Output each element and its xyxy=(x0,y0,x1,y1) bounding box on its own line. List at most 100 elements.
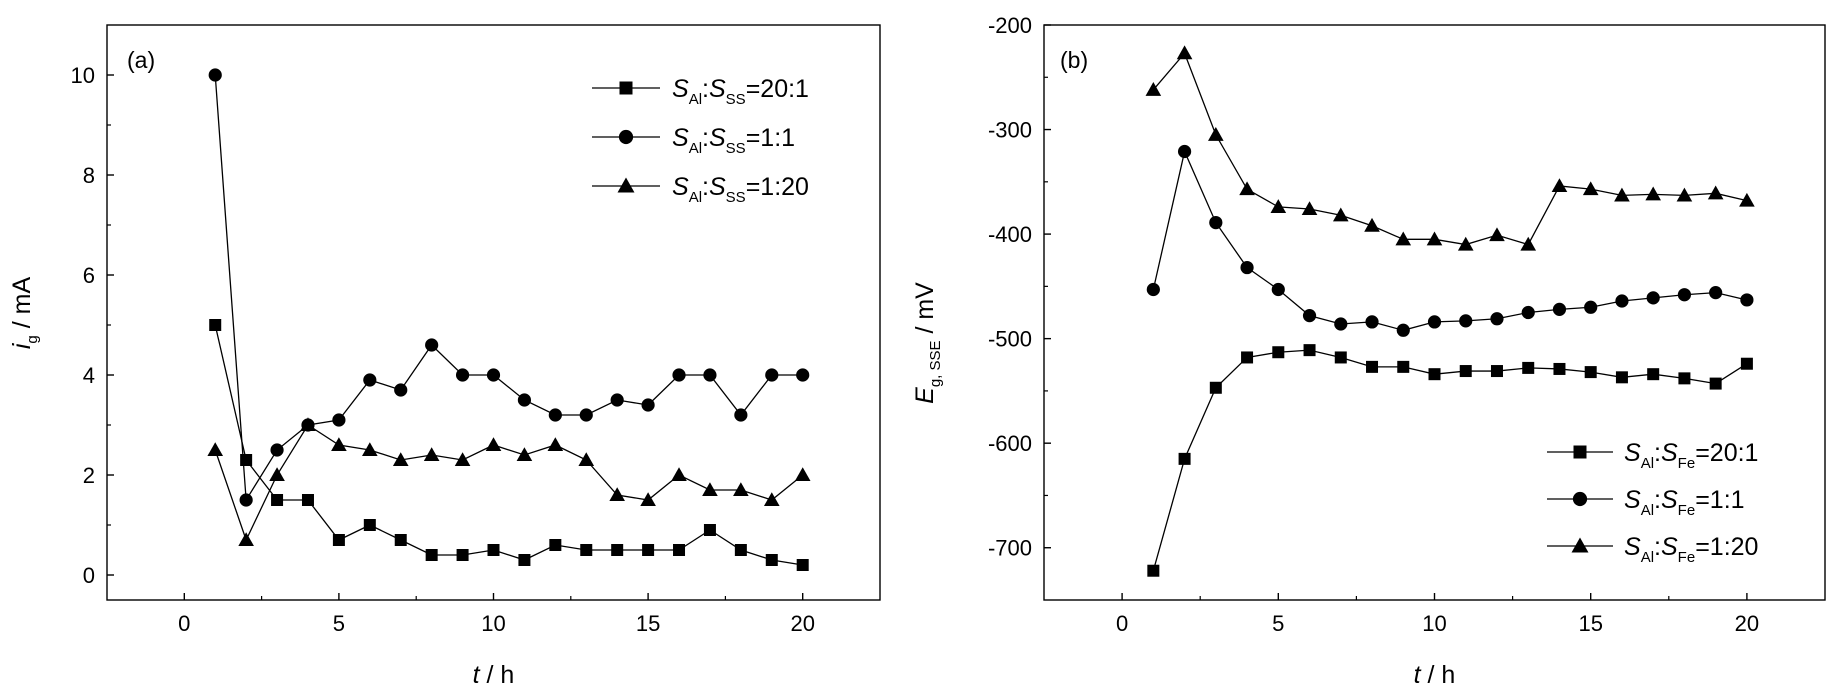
data-point-square xyxy=(1241,351,1254,364)
data-point-square xyxy=(301,494,314,506)
y-tick-label: 8 xyxy=(83,163,95,188)
data-point-circle xyxy=(1271,282,1285,297)
data-point-circle xyxy=(394,383,408,397)
data-point-square xyxy=(456,549,469,561)
legend-var-a: S xyxy=(672,75,689,103)
series-triangle xyxy=(1145,45,1755,251)
x-axis-label: t / h xyxy=(473,661,515,688)
x-tick-label: 0 xyxy=(1116,611,1128,636)
legend-sub-b: SS xyxy=(726,189,746,206)
legend-var-a: S xyxy=(1624,533,1641,561)
legend-var-b: S xyxy=(1661,439,1678,467)
data-point-triangle xyxy=(1614,187,1630,202)
series-square xyxy=(1147,344,1753,577)
legend-sub-b: SS xyxy=(726,91,746,108)
data-point-square xyxy=(487,544,500,556)
data-point-square xyxy=(1490,365,1503,378)
data-point-square xyxy=(518,554,531,566)
data-point-triangle xyxy=(207,442,224,457)
data-point-square xyxy=(332,534,345,546)
data-point-square xyxy=(1459,365,1472,378)
data-point-circle xyxy=(1646,291,1660,305)
data-point-triangle xyxy=(609,487,625,502)
y-axis-label-var: E xyxy=(911,387,939,404)
data-point-circle xyxy=(363,373,377,387)
data-point-circle xyxy=(1177,144,1192,159)
data-point-triangle xyxy=(1676,187,1693,202)
data-point-square xyxy=(363,519,376,531)
legend-sep: : xyxy=(702,124,709,152)
data-point-square xyxy=(1147,564,1160,577)
data-point-square xyxy=(209,319,222,331)
data-point-square xyxy=(611,544,624,556)
data-point-triangle xyxy=(1707,185,1724,200)
legend-sep: : xyxy=(1654,486,1661,514)
y-tick-label: -500 xyxy=(988,327,1032,352)
y-axis-label-unit: / mV xyxy=(911,282,939,341)
y-tick-label: -400 xyxy=(988,222,1032,247)
data-point-square xyxy=(1428,368,1441,381)
data-point-square xyxy=(1740,357,1753,370)
data-point-triangle xyxy=(671,467,687,482)
y-axis-label: Eg, SSE / mV xyxy=(911,282,944,404)
data-point-triangle xyxy=(300,417,316,432)
data-point-circle xyxy=(1677,288,1692,302)
y-axis-label-var: i xyxy=(8,342,36,349)
data-point-circle xyxy=(734,408,748,422)
data-point-circle xyxy=(1396,323,1410,337)
data-point-circle xyxy=(641,398,655,412)
legend-sub-b: SS xyxy=(726,140,746,157)
data-point-triangle xyxy=(1208,126,1224,141)
data-point-circle xyxy=(1490,312,1504,326)
y-tick-label: 4 xyxy=(83,363,95,388)
data-point-triangle xyxy=(1145,82,1162,96)
legend-sub-a: Al xyxy=(1641,455,1654,472)
data-point-triangle xyxy=(1457,236,1474,251)
data-point-triangle xyxy=(1176,45,1193,60)
legend-entry: SAl:SSS=20:1 xyxy=(672,75,809,108)
data-point-triangle xyxy=(1301,201,1318,216)
data-point-circle xyxy=(486,368,501,382)
data-point-circle xyxy=(610,393,624,407)
legend-sub-a: Al xyxy=(1641,549,1654,566)
plot-frame xyxy=(106,24,881,601)
data-point-triangle xyxy=(238,532,254,547)
legend-ratio: =1:20 xyxy=(746,173,809,201)
legend-var-a: S xyxy=(672,124,689,152)
data-point-square xyxy=(1366,360,1379,373)
x-tick-label: 0 xyxy=(178,611,190,636)
data-point-circle xyxy=(1584,300,1598,314)
data-point-circle xyxy=(1240,260,1254,275)
data-point-square xyxy=(1397,360,1410,373)
data-point-triangle xyxy=(547,437,564,452)
data-point-circle xyxy=(579,408,593,422)
y-tick-label: 6 xyxy=(83,263,95,288)
legend-var-a: S xyxy=(672,173,689,201)
data-point-triangle xyxy=(733,482,749,497)
x-tick-label: 15 xyxy=(1578,611,1602,636)
data-point-square xyxy=(240,454,253,466)
data-point-triangle xyxy=(1270,199,1287,213)
legend-entry: SAl:SFe=1:1 xyxy=(1624,486,1745,519)
legend-sep: : xyxy=(1654,533,1661,561)
data-point-circle xyxy=(1146,282,1160,297)
data-point-triangle xyxy=(794,467,811,482)
data-point-square xyxy=(271,494,284,506)
x-tick-label: 10 xyxy=(1422,611,1446,636)
y-tick-label: -300 xyxy=(988,118,1032,143)
legend-var-b: S xyxy=(709,173,726,201)
data-point-circle xyxy=(703,368,717,382)
data-point-square xyxy=(1584,366,1597,379)
x-axis-label: t / h xyxy=(1414,661,1456,688)
data-point-triangle xyxy=(1520,236,1537,251)
series-square xyxy=(209,319,809,571)
series-line-triangle xyxy=(1152,51,1748,246)
legend-ratio: =1:20 xyxy=(1695,533,1758,561)
data-point-triangle xyxy=(362,442,378,457)
data-point-triangle xyxy=(1332,207,1349,222)
data-point-square xyxy=(796,559,809,571)
data-point-circle xyxy=(455,368,470,382)
y-tick-label: 0 xyxy=(83,563,95,588)
legend-var-b: S xyxy=(709,124,726,152)
